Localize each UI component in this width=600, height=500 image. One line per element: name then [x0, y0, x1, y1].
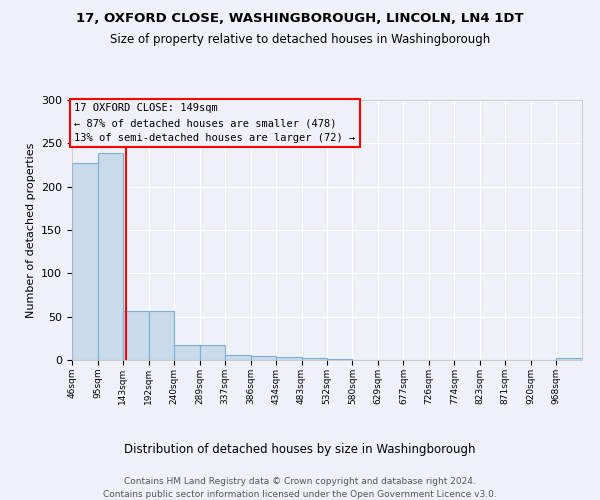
Bar — [302, 358, 327, 360]
Text: Distribution of detached houses by size in Washingborough: Distribution of detached houses by size … — [124, 442, 476, 456]
Bar — [556, 358, 582, 360]
Bar — [123, 310, 149, 360]
Text: 17, OXFORD CLOSE, WASHINGBOROUGH, LINCOLN, LN4 1DT: 17, OXFORD CLOSE, WASHINGBOROUGH, LINCOL… — [76, 12, 524, 26]
Text: 17 OXFORD CLOSE: 149sqm
← 87% of detached houses are smaller (478)
13% of semi-d: 17 OXFORD CLOSE: 149sqm ← 87% of detache… — [74, 104, 355, 143]
Bar — [174, 346, 200, 360]
Bar — [72, 164, 98, 360]
Text: Contains public sector information licensed under the Open Government Licence v3: Contains public sector information licen… — [103, 490, 497, 499]
Bar — [276, 356, 302, 360]
Y-axis label: Number of detached properties: Number of detached properties — [26, 142, 35, 318]
Text: Contains HM Land Registry data © Crown copyright and database right 2024.: Contains HM Land Registry data © Crown c… — [124, 478, 476, 486]
Bar — [200, 346, 225, 360]
Bar — [98, 153, 123, 360]
Bar — [251, 356, 276, 360]
Text: Size of property relative to detached houses in Washingborough: Size of property relative to detached ho… — [110, 32, 490, 46]
Bar — [327, 359, 352, 360]
Bar — [149, 310, 174, 360]
Bar — [225, 355, 251, 360]
